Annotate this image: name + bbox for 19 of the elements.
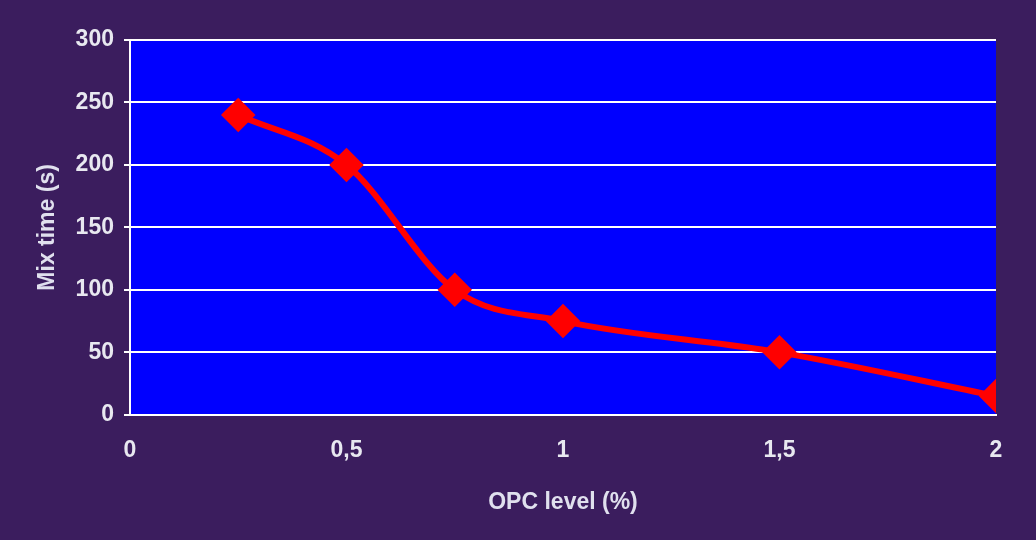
y-tick-label: 200 (75, 150, 114, 177)
point (222, 98, 255, 131)
point (546, 305, 579, 338)
y-tick-label: 0 (101, 400, 114, 427)
point (330, 148, 363, 181)
x-tick-label: 0,5 (330, 435, 363, 462)
point (438, 273, 471, 306)
x-tick-label: 1 (556, 435, 570, 462)
point (763, 336, 796, 369)
x-tick-label: 2 (989, 435, 1003, 462)
y-axis-title: Mix time (s) (33, 164, 60, 291)
y-tick-label: 150 (75, 212, 114, 239)
x-tick-label: 0 (123, 435, 137, 462)
y-tick-label: 50 (88, 337, 114, 364)
x-tick-label: 1,5 (763, 435, 796, 462)
y-tick-label: 250 (75, 87, 114, 114)
y-tick-label: 300 (75, 25, 114, 52)
x-axis-title: OPC level (%) (488, 487, 638, 514)
y-tick-label: 100 (75, 275, 114, 302)
